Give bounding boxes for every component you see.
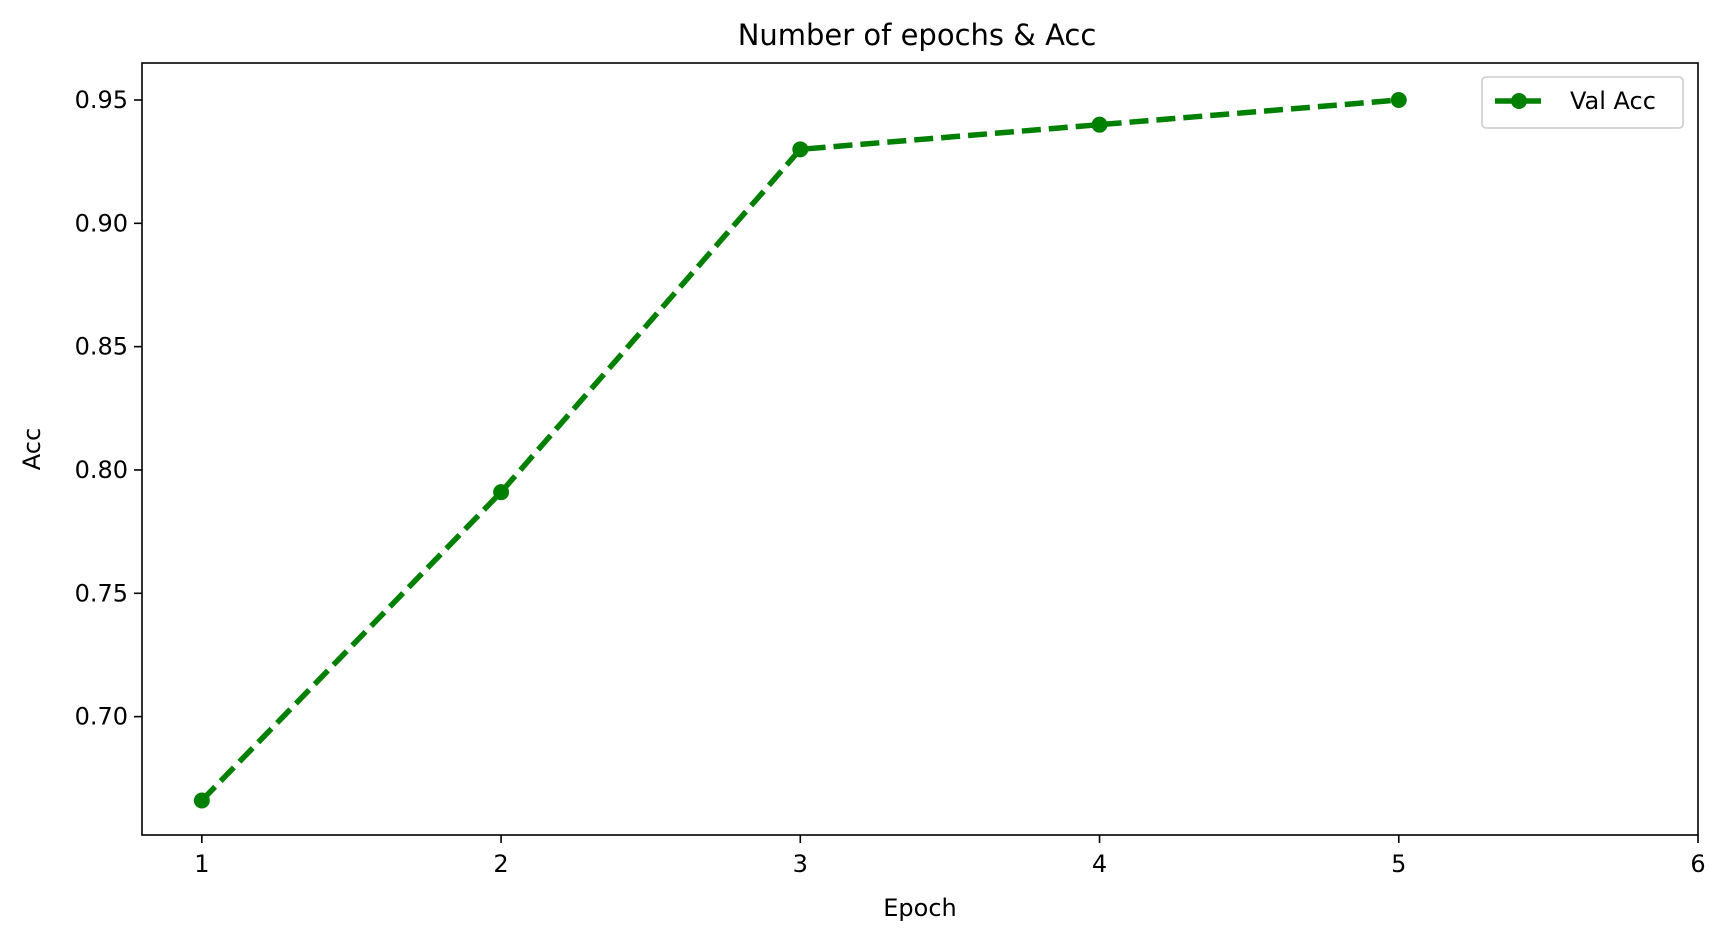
plot-frame (141, 62, 1699, 836)
x-tick-label: 5 (1391, 850, 1406, 878)
y-tick-label: 0.75 (75, 579, 128, 607)
data-point-epoch-3 (792, 141, 809, 158)
y-tick-label: 0.85 (75, 333, 128, 361)
series-layer (193, 91, 1407, 809)
data-point-epoch-4 (1091, 116, 1108, 133)
x-tick-label: 4 (1092, 850, 1107, 878)
y-tick-label: 0.95 (75, 86, 128, 114)
x-tick-label: 2 (493, 850, 508, 878)
data-point-epoch-2 (493, 484, 510, 501)
data-point-epoch-1 (193, 792, 210, 809)
legend-box (1481, 76, 1684, 129)
y-axis-ticks: 0.70 0.75 0.80 0.85 0.90 0.95 (75, 86, 142, 731)
x-tick-label: 3 (793, 850, 808, 878)
y-tick-label: 0.90 (75, 209, 128, 237)
legend-entry-val-acc: Val Acc (1570, 87, 1656, 115)
y-axis-label: Acc (18, 428, 46, 470)
x-tick-label: 1 (194, 850, 209, 878)
x-axis-label: Epoch (883, 894, 957, 922)
chart-title: Number of epochs & Acc (738, 18, 1097, 52)
x-axis-ticks: 1 2 3 4 5 6 (194, 835, 1706, 878)
data-point-epoch-5 (1390, 91, 1407, 108)
legend: Val Acc (1481, 76, 1684, 129)
legend-marker-swatch (1511, 93, 1527, 109)
y-tick-label: 0.70 (75, 703, 128, 731)
x-tick-label: 6 (1690, 850, 1705, 878)
series-line-val-acc (199, 97, 1399, 803)
y-tick-label: 0.80 (75, 456, 128, 484)
